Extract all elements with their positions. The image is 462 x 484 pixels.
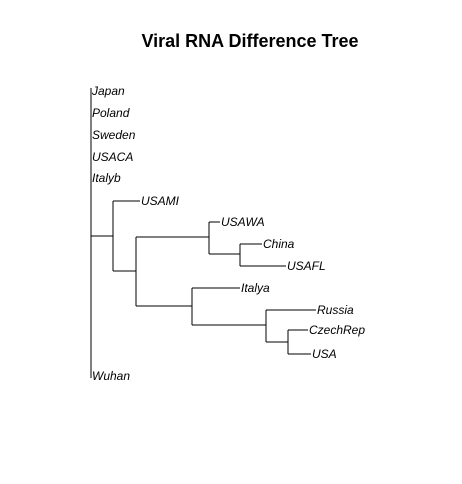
leaf-label-usami: USAMI xyxy=(141,194,180,208)
leaf-label-usaca: USACA xyxy=(92,150,133,164)
leaf-label-russia: Russia xyxy=(317,303,354,317)
leaf-label-poland: Poland xyxy=(92,106,130,120)
tree-title: Viral RNA Difference Tree xyxy=(141,31,358,51)
leaf-label-italya: Italya xyxy=(241,281,270,295)
leaf-label-china: China xyxy=(263,237,295,251)
leaf-label-italyb: Italyb xyxy=(92,171,121,185)
tree-branches xyxy=(90,88,316,378)
leaf-label-usawa: USAWA xyxy=(221,215,265,229)
leaf-label-usa: USA xyxy=(312,347,337,361)
leaf-label-sweden: Sweden xyxy=(92,128,136,142)
leaf-label-usafl: USAFL xyxy=(287,259,326,273)
leaf-label-czechrep: CzechRep xyxy=(309,323,365,337)
leaf-label-japan: Japan xyxy=(91,84,125,98)
leaf-labels: Japan Poland Sweden USACA Italyb USAMI U… xyxy=(91,84,365,383)
leaf-label-wuhan: Wuhan xyxy=(92,369,130,383)
